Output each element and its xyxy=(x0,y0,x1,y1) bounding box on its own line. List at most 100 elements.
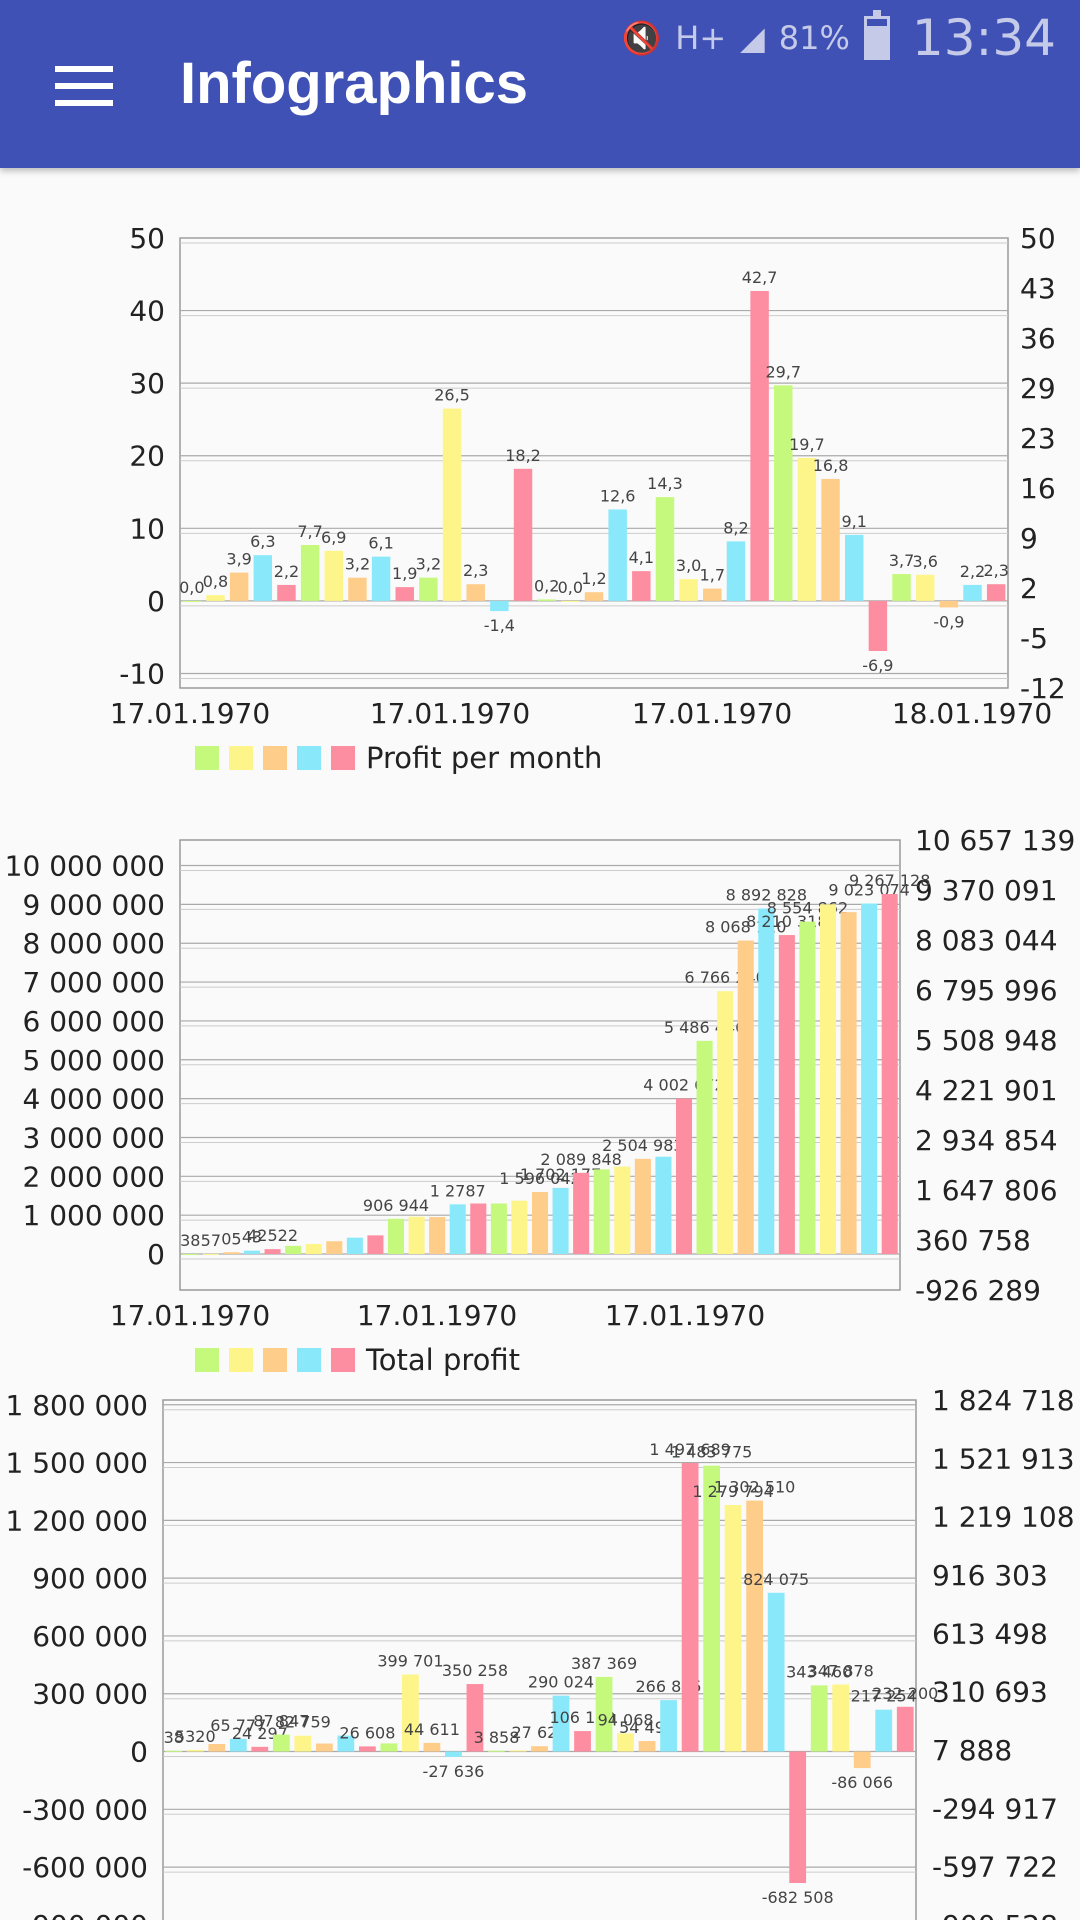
left-tick-label: 600 000 xyxy=(32,1620,148,1653)
right-tick-label: 310 693 xyxy=(932,1676,1048,1709)
right-tick-label: 2 xyxy=(1020,572,1038,605)
left-tick-label: 8 000 000 xyxy=(22,927,165,960)
bar xyxy=(531,1192,549,1255)
data-label: 7,7 xyxy=(297,522,322,541)
data-label: 5320 xyxy=(175,1727,216,1746)
bar xyxy=(165,1750,183,1752)
bar xyxy=(595,1676,613,1752)
left-tick-label: -10 xyxy=(119,657,165,690)
bar xyxy=(617,1733,634,1752)
bar xyxy=(655,1156,672,1255)
bar xyxy=(634,1158,651,1255)
bar xyxy=(614,1166,631,1255)
data-label: 1 596 042 xyxy=(499,1169,580,1188)
data-label: 8,2 xyxy=(723,518,748,537)
bar xyxy=(717,991,734,1255)
left-tick-label: 7 000 000 xyxy=(22,966,165,999)
bar xyxy=(206,595,225,601)
bar xyxy=(608,509,627,601)
menu-icon[interactable] xyxy=(55,66,113,106)
bar xyxy=(724,1504,742,1752)
data-label: 1,9 xyxy=(392,564,417,583)
left-tick-label: 10 xyxy=(129,512,165,545)
data-label: 2 504 983 xyxy=(602,1136,683,1155)
x-tick-label: 17.01.1970 xyxy=(110,697,270,730)
battery-percent: 81% xyxy=(778,19,850,57)
data-label: 1 279 794 xyxy=(692,1482,773,1501)
data-label: 6,3 xyxy=(250,532,275,551)
data-label: 42,7 xyxy=(742,268,778,287)
left-tick-label: -900 000 xyxy=(22,1909,148,1920)
left-tick-label: 0 xyxy=(147,585,165,618)
data-label: 824 075 xyxy=(743,1570,809,1589)
bar xyxy=(896,1706,914,1752)
profit-per-month-chart: 50403020100-1050433629231692-5-120,00,83… xyxy=(110,222,1066,775)
data-label: 26 608 xyxy=(339,1723,395,1742)
legend-label: Profit per month xyxy=(366,741,602,775)
data-label: 347 878 xyxy=(808,1662,874,1681)
data-label: 3,0 xyxy=(676,556,701,575)
x-tick-label: 17.01.1970 xyxy=(605,1299,765,1332)
bar xyxy=(490,600,509,612)
bar xyxy=(337,1735,355,1752)
signal-icon: ◢ xyxy=(740,19,765,57)
left-tick-label: 50 xyxy=(129,222,165,255)
bar xyxy=(881,894,898,1255)
bar xyxy=(445,1751,462,1757)
right-tick-label: 10 657 139 xyxy=(915,824,1075,857)
right-tick-label: 50 xyxy=(1020,222,1056,255)
data-label: 2,3 xyxy=(983,561,1008,580)
data-label: 0,0 xyxy=(179,578,204,597)
bar xyxy=(799,921,816,1255)
data-label: 14,3 xyxy=(647,474,683,493)
bar xyxy=(513,468,533,601)
bar xyxy=(821,478,840,601)
right-tick-label: 23 xyxy=(1020,422,1056,455)
legend-swatch xyxy=(297,746,321,770)
bar xyxy=(402,1674,419,1752)
right-tick-label: 1 647 806 xyxy=(915,1174,1058,1207)
bar xyxy=(660,1700,677,1752)
data-label: 94 068 xyxy=(598,1710,654,1729)
data-label: 1,2 xyxy=(581,569,606,588)
bar xyxy=(767,1592,785,1752)
bar xyxy=(774,385,793,601)
profit-chart: 1 800 000 1 500 000 1 200 000 900 000 600 00… xyxy=(5,1384,1075,1920)
data-label: 3,2 xyxy=(345,555,370,574)
bar xyxy=(470,1203,487,1255)
data-label: 3,7 xyxy=(889,551,914,570)
bar xyxy=(552,1695,570,1752)
left-tick-label: 6 000 000 xyxy=(22,1005,165,1038)
right-tick-label: -12 xyxy=(1020,672,1066,705)
bar xyxy=(832,1684,850,1752)
bar xyxy=(408,1216,425,1255)
right-tick-label: 8 083 044 xyxy=(915,924,1058,957)
x-tick-label: 17.01.1970 xyxy=(632,697,792,730)
bar xyxy=(387,1218,405,1255)
data-label: 217 254 xyxy=(851,1687,917,1706)
legend-swatch xyxy=(331,1348,355,1372)
x-tick-label: 17.01.1970 xyxy=(370,697,530,730)
bar xyxy=(573,1172,590,1255)
legend-swatch xyxy=(331,746,355,770)
bar xyxy=(675,1098,693,1255)
data-label: 9 267 128 xyxy=(849,871,930,890)
bar xyxy=(358,1746,376,1752)
bar xyxy=(853,1751,871,1769)
left-tick-label: 300 000 xyxy=(32,1678,148,1711)
left-tick-label: 40 xyxy=(129,295,165,328)
bar xyxy=(490,1203,507,1255)
right-tick-label: -597 722 xyxy=(932,1851,1058,1884)
left-tick-label: 900 000 xyxy=(32,1562,148,1595)
data-label: 05 xyxy=(221,1229,241,1248)
data-label: -1,4 xyxy=(484,616,515,635)
left-tick-label: 1 800 000 xyxy=(5,1389,148,1422)
bar xyxy=(939,600,959,608)
left-tick-label: 0 xyxy=(147,1238,165,1271)
data-label: 2,2 xyxy=(274,562,299,581)
right-tick-label: 4 221 901 xyxy=(915,1074,1058,1107)
left-tick-label: 9 000 000 xyxy=(22,888,165,921)
right-tick-label: -294 917 xyxy=(932,1792,1058,1825)
bar xyxy=(243,1250,261,1255)
left-tick-label: 1 000 000 xyxy=(22,1199,165,1232)
